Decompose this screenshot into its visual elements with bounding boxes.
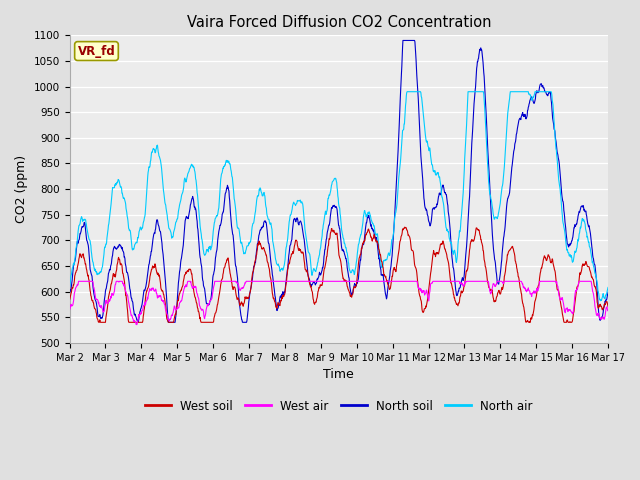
Y-axis label: CO2 (ppm): CO2 (ppm) [15, 155, 28, 223]
X-axis label: Time: Time [323, 368, 354, 381]
Legend: West soil, West air, North soil, North air: West soil, West air, North soil, North a… [140, 395, 537, 417]
Title: Vaira Forced Diffusion CO2 Concentration: Vaira Forced Diffusion CO2 Concentration [186, 15, 491, 30]
Text: VR_fd: VR_fd [77, 45, 115, 58]
